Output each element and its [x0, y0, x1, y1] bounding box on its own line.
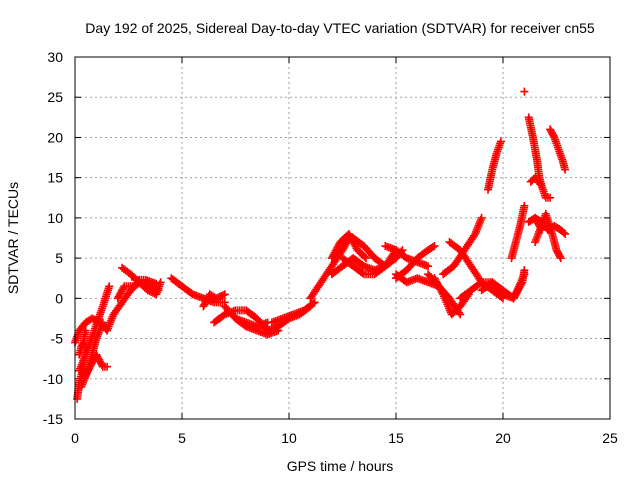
- y-tick-label: 0: [55, 290, 63, 306]
- data-point: [103, 362, 112, 371]
- data-point: [360, 252, 369, 261]
- x-tick-label: 20: [495, 430, 511, 446]
- data-point: [438, 288, 447, 297]
- x-tick-label: 15: [388, 430, 404, 446]
- data-point: [430, 242, 439, 251]
- data-point: [549, 131, 558, 140]
- y-tick-label: 20: [47, 129, 63, 145]
- data-point: [520, 201, 529, 210]
- data-point: [156, 278, 165, 287]
- data-point: [362, 254, 371, 263]
- data-point: [537, 225, 546, 234]
- x-tick-label: 0: [71, 430, 79, 446]
- y-tick-label: 30: [47, 49, 63, 65]
- data-point: [310, 298, 319, 307]
- data-point: [220, 290, 229, 299]
- chart-title: Day 192 of 2025, Sidereal Day-to-day VTE…: [85, 20, 595, 36]
- data-point: [536, 224, 545, 233]
- x-axis-label: GPS time / hours: [287, 458, 394, 474]
- data-point: [555, 252, 564, 261]
- data-point: [152, 279, 161, 288]
- y-tick-label: 5: [55, 250, 63, 266]
- data-point: [520, 266, 529, 275]
- x-tick-label: 10: [281, 430, 297, 446]
- data-point: [517, 279, 526, 288]
- y-tick-label: 15: [47, 170, 63, 186]
- y-tick-label: 10: [47, 210, 63, 226]
- data-point: [105, 282, 114, 291]
- data-point: [476, 279, 485, 288]
- data-point: [424, 262, 433, 271]
- data-point: [98, 318, 107, 327]
- data-point: [556, 254, 565, 263]
- data-point: [561, 165, 570, 174]
- data-point: [559, 228, 568, 237]
- x-tick-label: 25: [602, 430, 618, 446]
- data-point: [219, 291, 228, 300]
- y-tick-label: -15: [43, 411, 63, 427]
- data-point: [561, 229, 570, 238]
- data-point: [546, 193, 555, 202]
- y-tick-label: 25: [47, 89, 63, 105]
- y-tick-label: -5: [51, 331, 64, 347]
- data-point: [428, 243, 437, 252]
- data-point: [309, 299, 318, 308]
- data-point: [520, 87, 529, 96]
- data-point: [358, 269, 367, 278]
- y-tick-label: -10: [43, 371, 63, 387]
- data-point: [81, 326, 90, 335]
- y-axis-label: SDTVAR / TECUs: [5, 182, 21, 294]
- plot-border: [74, 56, 611, 420]
- data-points: [71, 87, 570, 403]
- x-tick-label: 5: [178, 430, 186, 446]
- data-point: [477, 213, 486, 222]
- data-point: [456, 310, 465, 319]
- data-point: [496, 137, 505, 146]
